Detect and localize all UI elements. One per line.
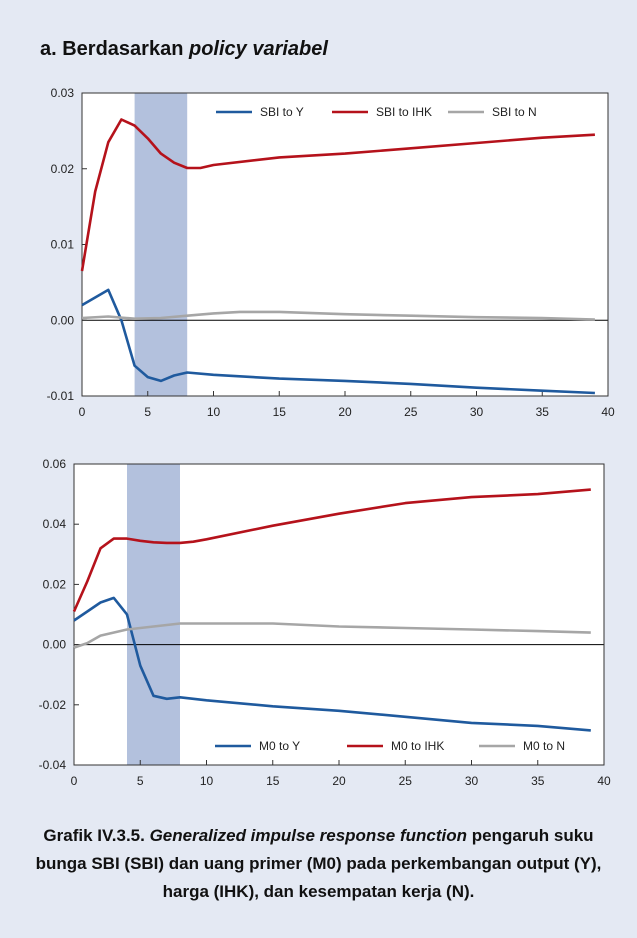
caption-label: Grafik IV.3.5. bbox=[43, 826, 145, 845]
legend-label: SBI to N bbox=[492, 105, 537, 119]
x-tick-label: 30 bbox=[465, 774, 479, 788]
x-tick-label: 5 bbox=[137, 774, 144, 788]
shaded-region bbox=[127, 464, 180, 765]
figure-caption: Grafik IV.3.5. Generalized impulse respo… bbox=[20, 822, 617, 906]
caption-italic: Generalized impulse response function bbox=[149, 826, 467, 845]
legend-label: M0 to Y bbox=[259, 739, 300, 753]
y-tick-label: 0.06 bbox=[43, 457, 67, 471]
panel-title: a. Berdasarkan policy variabel bbox=[40, 38, 328, 61]
x-tick-label: 25 bbox=[404, 405, 418, 419]
legend-label: M0 to IHK bbox=[391, 739, 444, 753]
series-line bbox=[81, 288, 595, 395]
y-tick-label: 0.00 bbox=[43, 638, 67, 652]
y-tick-label: 0.02 bbox=[43, 577, 67, 591]
y-tick-label: 0.02 bbox=[51, 162, 75, 176]
series-line bbox=[81, 310, 595, 321]
x-tick-label: 15 bbox=[273, 405, 287, 419]
x-tick-label: 10 bbox=[200, 774, 214, 788]
x-tick-label: 20 bbox=[332, 774, 346, 788]
x-tick-label: 5 bbox=[144, 405, 151, 419]
series-line bbox=[80, 118, 595, 272]
legend-label: M0 to N bbox=[523, 739, 565, 753]
x-tick-label: 40 bbox=[601, 405, 615, 419]
x-tick-label: 10 bbox=[207, 405, 221, 419]
y-tick-label: 0.00 bbox=[51, 313, 75, 327]
chart-a: -0.01 0.00 0.01 0.02 0.03 0 5 10 15 20 25 30 35 40 SBI… bbox=[47, 86, 615, 419]
x-tick-label: 0 bbox=[79, 405, 86, 419]
legend-label: SBI to IHK bbox=[376, 105, 432, 119]
series-line bbox=[73, 596, 591, 732]
series-line bbox=[73, 622, 591, 649]
caption-text: pengaruh suku bunga SBI (SBI) dan uang p… bbox=[35, 826, 602, 901]
y-tick-label: 0.04 bbox=[43, 517, 67, 531]
panel-title-prefix: a. Berdasarkan bbox=[40, 38, 189, 60]
x-tick-label: 0 bbox=[71, 774, 78, 788]
shaded-region bbox=[134, 93, 188, 396]
x-tick-label: 15 bbox=[266, 774, 280, 788]
y-tick-label: -0.04 bbox=[39, 758, 67, 772]
x-tick-label: 20 bbox=[338, 405, 352, 419]
x-tick-label: 30 bbox=[470, 405, 484, 419]
y-tick-label: -0.02 bbox=[39, 698, 67, 712]
series-line bbox=[72, 488, 591, 613]
y-tick-label: 0.03 bbox=[51, 86, 75, 100]
y-tick-label: -0.01 bbox=[47, 389, 75, 403]
chart-b: -0.04 -0.02 0.00 0.02 0.04 0.06 0 5 10 15 20 25 30 35… bbox=[39, 457, 611, 788]
y-tick-label: 0.01 bbox=[51, 238, 75, 252]
legend-label: SBI to Y bbox=[260, 105, 304, 119]
x-tick-label: 40 bbox=[597, 774, 611, 788]
x-tick-label: 35 bbox=[531, 774, 545, 788]
x-tick-label: 25 bbox=[399, 774, 413, 788]
panel-title-italic: policy variabel bbox=[188, 38, 328, 60]
x-tick-label: 35 bbox=[536, 405, 550, 419]
